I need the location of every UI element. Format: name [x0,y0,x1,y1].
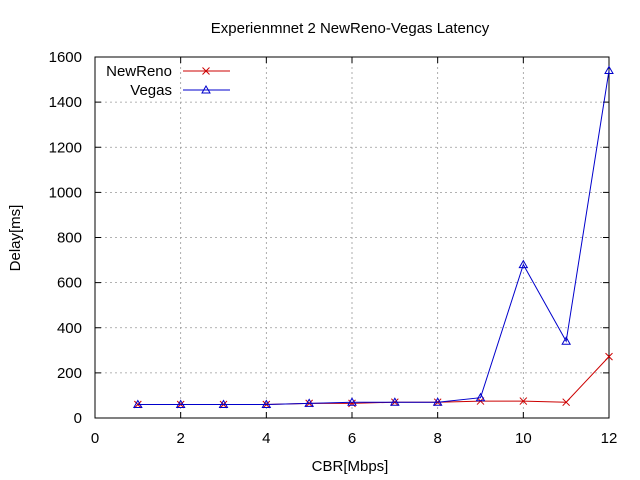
series-group [132,65,614,409]
x-tick-label: 12 [601,430,618,447]
data-point-vegas [604,65,614,75]
data-point-vegas [304,398,315,407]
x-tick-label: 2 [176,430,184,447]
legend: NewReno Vegas [106,63,230,99]
data-point-vegas [175,399,186,408]
chart-title: Experienmnet 2 NewReno-Vegas Latency [211,20,490,37]
y-tick-label: 0 [74,410,82,427]
x-tick-label: 4 [262,430,270,447]
x-tick-label: 8 [433,430,441,447]
x-tick-label: 0 [91,430,99,447]
marker-stroke [202,67,210,75]
data-point-vegas [561,336,572,345]
data-point-vegas [389,397,400,406]
data-point-vegas [261,399,272,408]
data-point-vegas [475,392,486,402]
x-tick-label: 10 [515,430,532,447]
data-point-vegas [518,259,529,269]
legend-label-newreno: NewReno [106,63,172,80]
y-tick-label: 1000 [49,184,82,201]
series-line-vegas [137,70,610,405]
series-vegas [132,65,614,408]
y-tick-label: 400 [57,320,82,337]
y-tick-label: 600 [57,275,82,292]
y-tick-label: 1400 [49,94,82,111]
series-line-newreno [137,356,610,405]
marker-stroke [562,398,571,407]
x-tick-label: 6 [348,430,356,447]
grid-lines [95,57,609,418]
data-point-vegas [218,399,229,408]
data-point-newreno [562,398,571,407]
x-axis-label: CBR[Mbps] [312,458,389,475]
marker-stroke [519,397,528,405]
y-tick-label: 1200 [49,139,82,156]
plot-frame [94,56,610,419]
data-point-vegas [432,397,443,406]
data-point-vegas [132,399,143,408]
y-axis-label: Delay[ms] [7,205,24,272]
series-newreno [133,352,613,409]
data-point-vegas [347,397,357,406]
axis-ticks: 0 2 4 6 8 10 12 0 200 400 600 800 1000 1200 1400 1600 [49,49,618,447]
y-tick-label: 200 [57,365,82,382]
marker-stroke [605,352,613,361]
data-point-newreno [519,397,528,405]
legend-marker-newreno [202,67,210,75]
data-point-newreno [605,352,613,361]
y-tick-label: 800 [57,230,82,247]
y-tick-label: 1600 [49,49,82,66]
legend-label-vegas: Vegas [130,82,172,99]
legend-marker-vegas [201,84,211,94]
